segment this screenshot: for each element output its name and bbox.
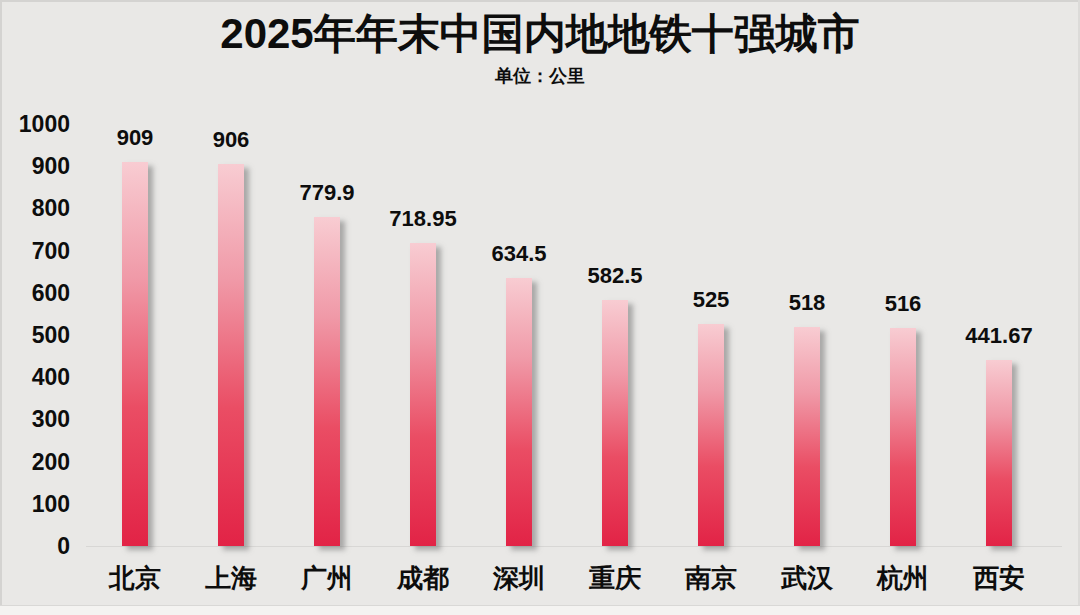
bar-category-label: 上海 [183, 560, 279, 596]
bar [986, 360, 1012, 546]
bottom-edge-strip [0, 605, 1080, 615]
bar-column: 718.95 成都 [375, 0, 471, 615]
bar-value-label: 518 [759, 291, 855, 315]
bar-category-label: 武汉 [759, 560, 855, 596]
bar [218, 164, 244, 546]
bar-category-label: 重庆 [567, 560, 663, 596]
bar [122, 162, 148, 546]
bar-category-label: 南京 [663, 560, 759, 596]
chart-canvas: 2025年年末中国内地地铁十强城市 单位：公里 1000900800700600… [0, 0, 1080, 615]
bar [698, 324, 724, 546]
bar-column: 582.5 重庆 [567, 0, 663, 615]
bar-column: 634.5 深圳 [471, 0, 567, 615]
bar-value-label: 779.9 [279, 181, 375, 205]
bar [314, 217, 340, 546]
bar-column: 906 上海 [183, 0, 279, 615]
bar-column: 518 武汉 [759, 0, 855, 615]
bar-column: 441.67 西安 [951, 0, 1047, 615]
bar-value-label: 516 [855, 292, 951, 316]
bar [890, 328, 916, 546]
bar-category-label: 成都 [375, 560, 471, 596]
bar [410, 243, 436, 546]
bar-value-label: 718.95 [375, 207, 471, 231]
bar-value-label: 582.5 [567, 264, 663, 288]
bar-column: 516 杭州 [855, 0, 951, 615]
bar-category-label: 广州 [279, 560, 375, 596]
bar-value-label: 634.5 [471, 242, 567, 266]
bar [602, 300, 628, 546]
bar-category-label: 杭州 [855, 560, 951, 596]
bar [506, 278, 532, 546]
bar-column: 909 北京 [87, 0, 183, 615]
bar-value-label: 909 [87, 126, 183, 150]
bar [794, 327, 820, 546]
bar-category-label: 深圳 [471, 560, 567, 596]
bar-column: 779.9 广州 [279, 0, 375, 615]
plot-area: 909北京906上海779.9广州718.95成都634.5深圳582.5重庆5… [0, 0, 1080, 615]
bar-value-label: 441.67 [951, 324, 1047, 348]
bar-value-label: 525 [663, 288, 759, 312]
bar-value-label: 906 [183, 128, 279, 152]
bar-category-label: 西安 [951, 560, 1047, 596]
bar-category-label: 北京 [87, 560, 183, 596]
bar-column: 525 南京 [663, 0, 759, 615]
